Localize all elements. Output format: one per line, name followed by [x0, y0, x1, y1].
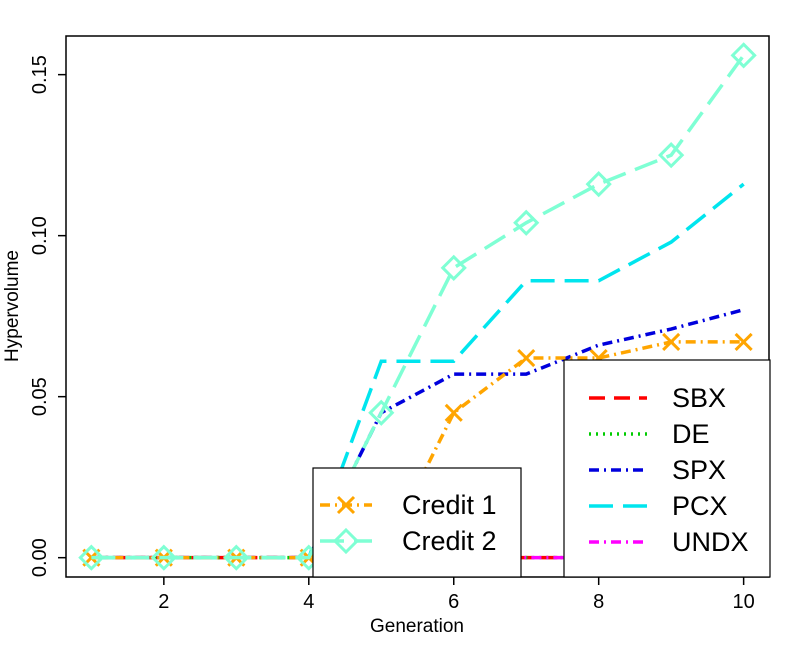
y-axis-title: Hypervolume — [2, 250, 23, 362]
legend-label: Credit 2 — [402, 526, 497, 556]
x-tick-label: 2 — [158, 591, 169, 613]
x-axis: 2 4 6 8 10 — [158, 577, 755, 613]
diamond-marker — [658, 142, 685, 169]
x-marker — [662, 332, 681, 351]
legend-label: PCX — [672, 491, 728, 521]
y-tick-label: 0.00 — [29, 538, 51, 577]
diamond-marker — [332, 527, 360, 555]
legend-box — [312, 467, 522, 578]
legend-entry-spx: SPX — [589, 455, 726, 485]
x-marker — [444, 403, 463, 422]
diamond-marker — [585, 171, 612, 198]
legend-label: Credit 1 — [402, 490, 497, 520]
x-tick-label: 6 — [448, 591, 459, 613]
diamond-marker — [78, 544, 105, 571]
x-tick-label: 8 — [593, 591, 604, 613]
legend-label: SPX — [672, 455, 726, 485]
diamond-marker — [440, 254, 467, 281]
x-marker — [734, 332, 753, 351]
y-tick-label: 0.05 — [29, 377, 51, 416]
series-spx — [91, 308, 745, 560]
legend-operators: SBX DE SPX PCX UNDX — [563, 359, 771, 578]
diamond-marker — [730, 42, 757, 69]
legend-entry-credit-2: Credit 2 — [320, 526, 497, 556]
legend-label: UNDX — [672, 527, 749, 557]
legend-entry-sbx: SBX — [589, 383, 726, 413]
x-marker — [336, 495, 356, 515]
legend-entry-credit-1: Credit 1 — [320, 490, 497, 520]
y-axis: 0.00 0.05 0.10 0.15 — [29, 55, 66, 577]
legend-label: SBX — [672, 383, 726, 413]
x-marker — [517, 348, 536, 368]
x-axis-title: Generation — [370, 616, 464, 637]
x-tick-label: 4 — [303, 591, 314, 613]
legend-entry-undx: UNDX — [589, 527, 749, 557]
legend-credits: Credit 1 Credit 2 — [312, 467, 522, 578]
series-line — [91, 308, 745, 560]
legend-entry-pcx: PCX — [589, 491, 728, 521]
diamond-marker — [368, 399, 395, 426]
diamond-marker — [223, 544, 250, 571]
legend-entry-de: DE — [589, 419, 710, 449]
y-tick-label: 0.15 — [29, 55, 51, 94]
series-line — [91, 54, 746, 560]
y-tick-label: 0.10 — [29, 216, 51, 255]
diamond-marker — [513, 209, 540, 236]
diamond-marker — [150, 544, 177, 571]
legend-label: DE — [672, 419, 710, 449]
x-tick-label: 10 — [733, 591, 755, 613]
